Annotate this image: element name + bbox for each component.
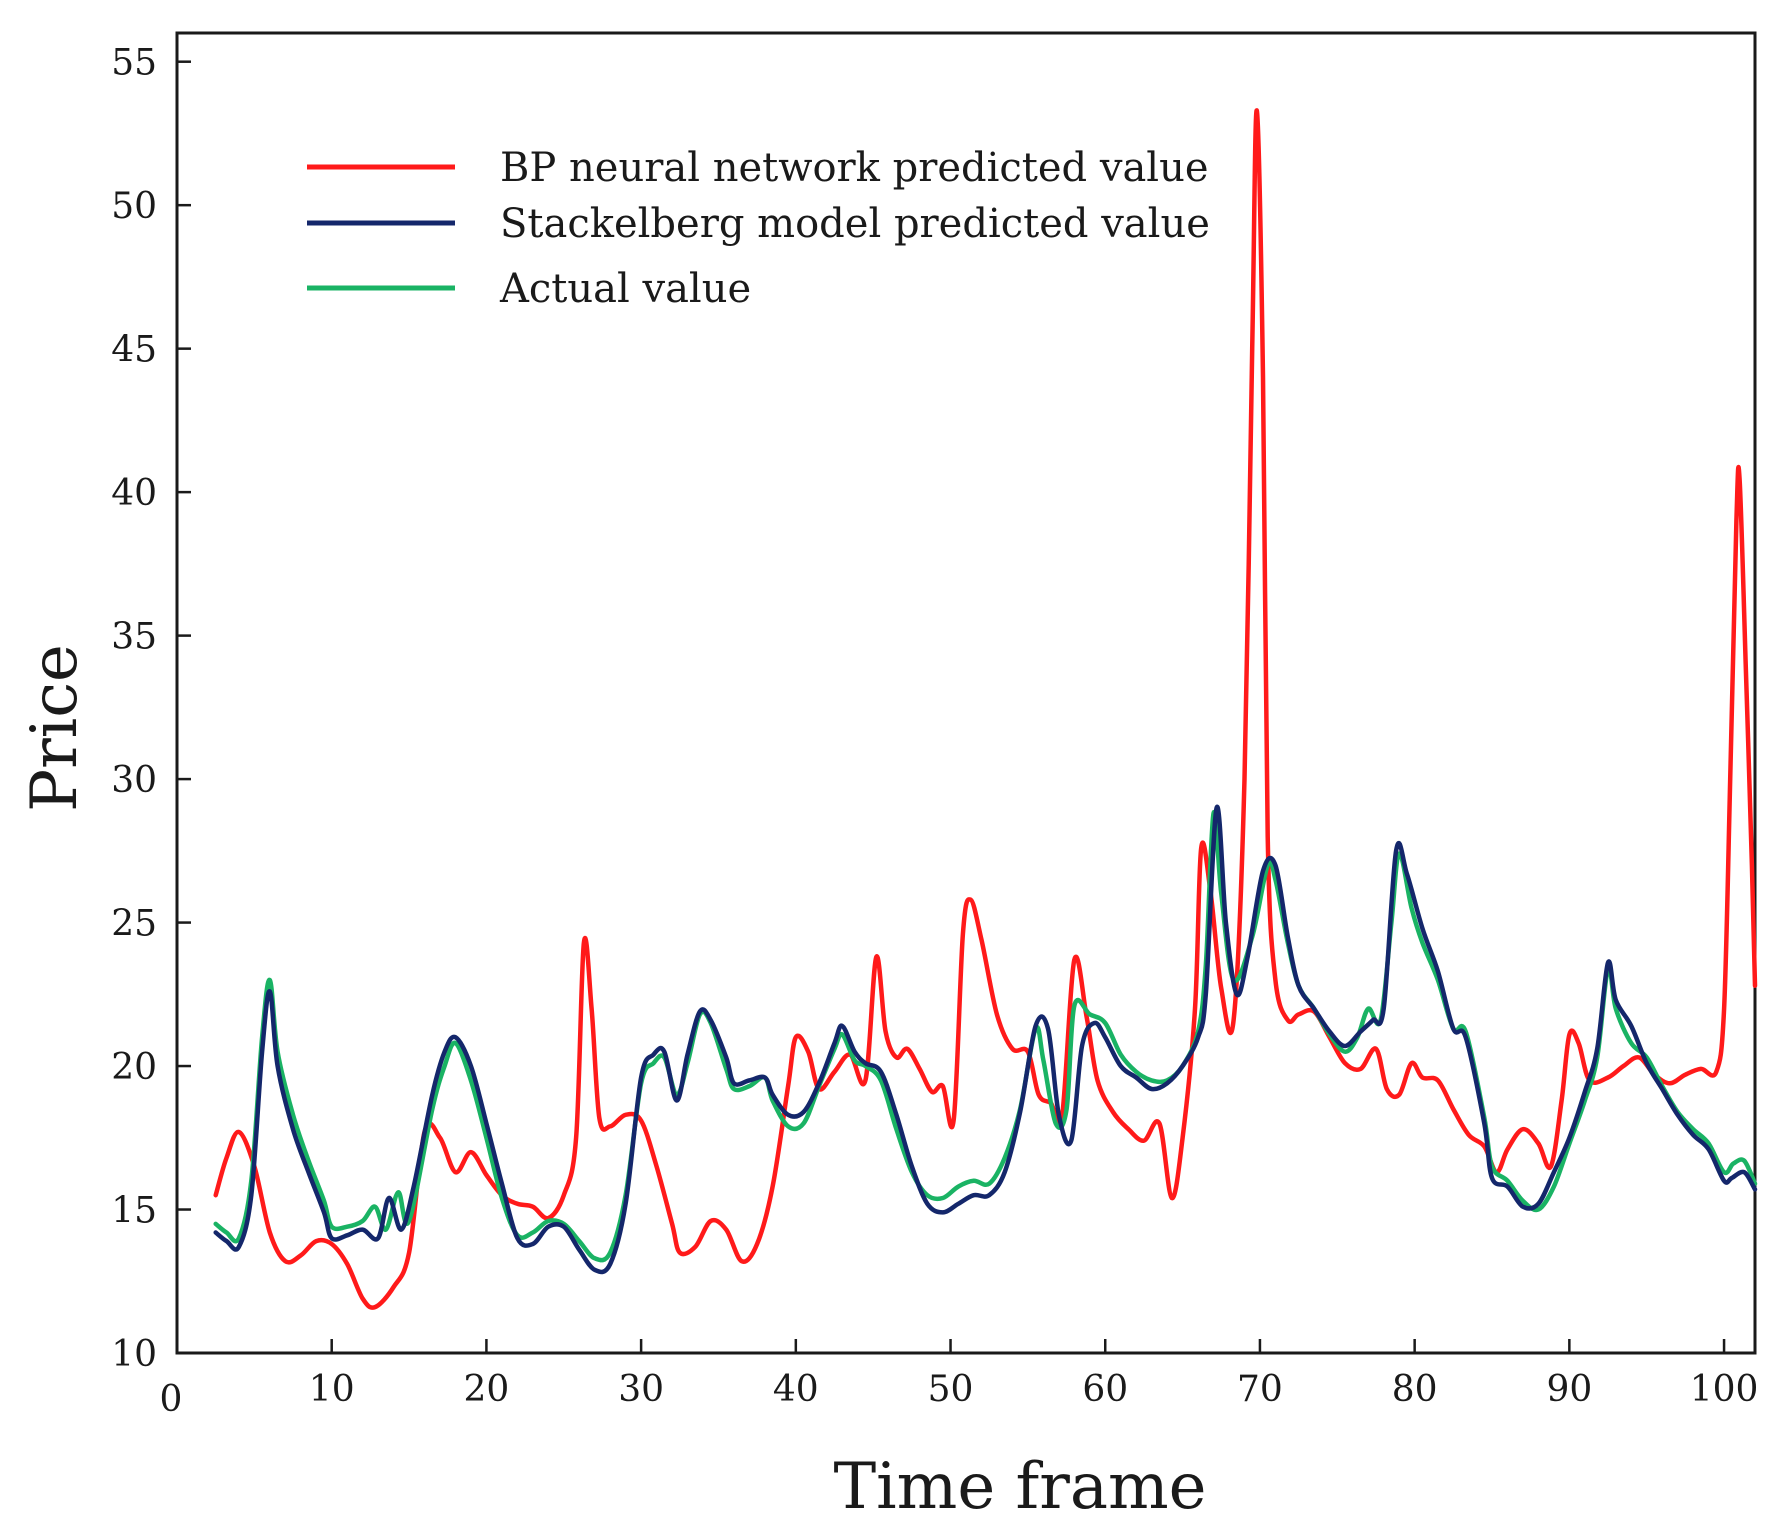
- x-tick-label: 50: [928, 1369, 974, 1410]
- y-axis-title: Price: [18, 644, 92, 812]
- x-axis-title: Time frame: [833, 1450, 1206, 1524]
- series-layer: [213, 108, 1758, 1310]
- y-tick-label: 10: [111, 1334, 157, 1375]
- x-tick-label: 10: [309, 1369, 355, 1410]
- series-line-stackelberg-model: [213, 804, 1758, 1275]
- y-tick-label: 15: [111, 1191, 157, 1232]
- y-axis-ticks: 10 15 20 25 30 35 40 45 50 55: [111, 43, 191, 1375]
- legend-label: BP neural network predicted value: [500, 145, 1209, 191]
- x-tick-label: 80: [1392, 1369, 1438, 1410]
- legend-item-stackelberg-model: Stackelberg model predicted value: [307, 201, 1210, 247]
- x-tick-label: 100: [1690, 1369, 1759, 1410]
- legend-label: Stackelberg model predicted value: [500, 201, 1210, 247]
- x-tick-label: 20: [464, 1369, 510, 1410]
- x-tick-label: 30: [618, 1369, 664, 1410]
- y-tick-label: 45: [111, 330, 157, 371]
- plot-frame: [175, 31, 1757, 1355]
- x-tick-label: 70: [1237, 1369, 1283, 1410]
- y-tick-label: 55: [111, 43, 157, 84]
- legend: BP neural network predicted value Stackel…: [307, 145, 1210, 312]
- legend-item-bp-neural-network: BP neural network predicted value: [307, 145, 1209, 191]
- x-tick-label: 40: [773, 1369, 819, 1410]
- x-tick-label: 60: [1082, 1369, 1128, 1410]
- legend-label: Actual value: [499, 266, 751, 312]
- series-line-bp-neural-network: [213, 108, 1758, 1310]
- y-tick-label: 30: [111, 760, 157, 801]
- y-tick-label: 35: [111, 617, 157, 658]
- x-tick-label: 0: [160, 1379, 183, 1420]
- x-axis-ticks: 0 10 20 30 40 50 60 70 80 90 100: [160, 1339, 1759, 1420]
- y-tick-label: 40: [111, 473, 157, 514]
- y-tick-label: 50: [111, 186, 157, 227]
- x-tick-label: 90: [1546, 1369, 1592, 1410]
- y-tick-label: 20: [111, 1047, 157, 1088]
- y-tick-label: 25: [111, 904, 157, 945]
- legend-item-actual-value: Actual value: [307, 266, 751, 312]
